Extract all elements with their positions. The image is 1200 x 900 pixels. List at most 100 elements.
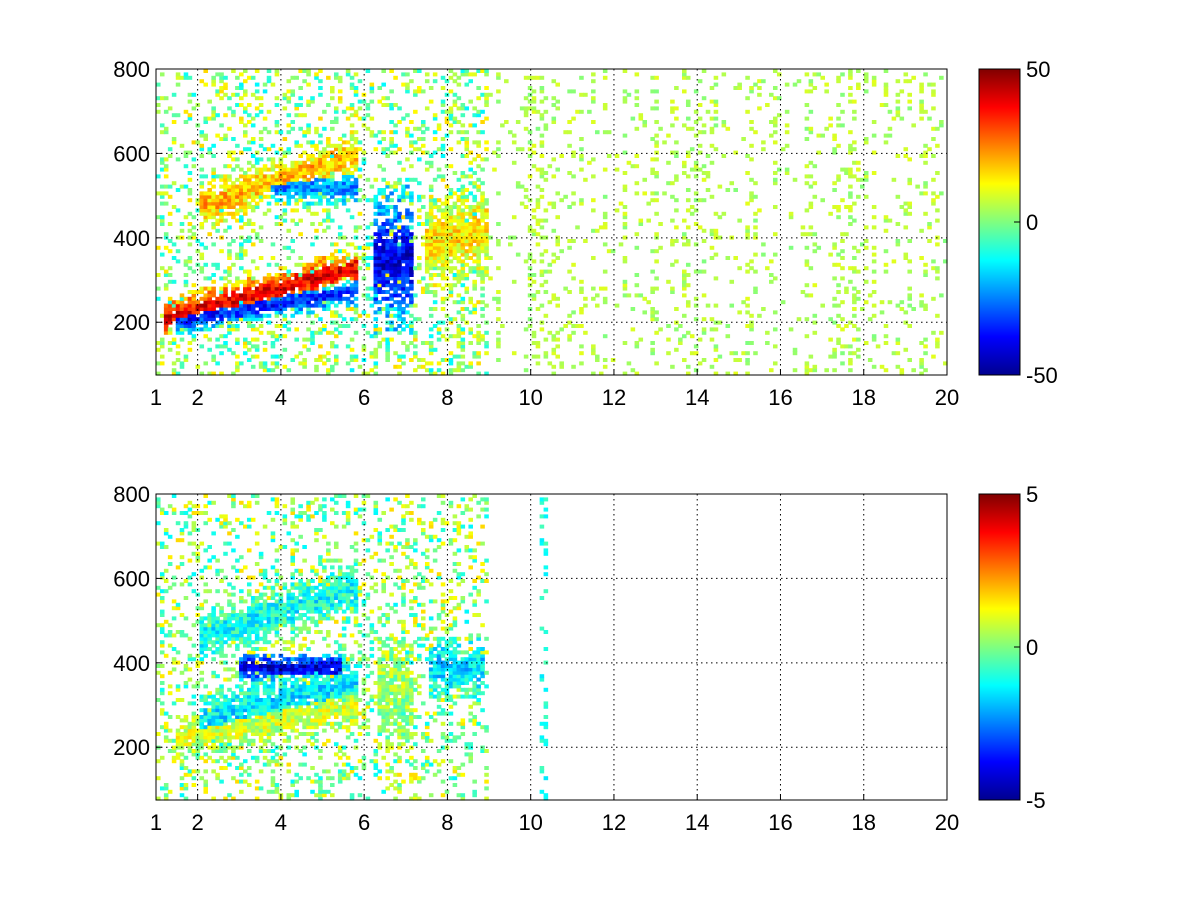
heatmap-cell — [187, 113, 193, 118]
heatmap-cell — [381, 266, 386, 271]
heatmap-cell — [377, 256, 383, 260]
heatmap-cell — [203, 504, 209, 509]
heatmap-cell — [187, 725, 193, 730]
heatmap-cell — [191, 232, 197, 237]
heatmap-cell — [235, 293, 240, 298]
heatmap-cell — [195, 320, 201, 325]
heatmap-cell — [484, 208, 489, 213]
heatmap-cell — [330, 157, 335, 162]
heatmap-cell — [219, 684, 224, 689]
heatmap-cell — [203, 201, 209, 206]
heatmap-cell — [468, 242, 473, 247]
heatmap-cell — [464, 137, 470, 141]
heatmap-cell — [254, 684, 260, 689]
heatmap-cell — [231, 592, 236, 597]
heatmap-cell — [848, 184, 853, 189]
heatmap-cell — [231, 616, 236, 621]
heatmap-cell — [191, 589, 197, 594]
heatmap-cell — [559, 361, 564, 366]
heatmap-cell — [591, 96, 596, 101]
heatmap-cell — [460, 171, 466, 175]
heatmap-cell — [697, 269, 703, 274]
heatmap-cell — [282, 188, 288, 192]
heatmap-cell — [246, 626, 252, 631]
heatmap-cell — [203, 317, 209, 322]
heatmap-cell — [701, 228, 707, 233]
heatmap-cell — [302, 283, 307, 288]
heatmap-cell — [476, 225, 481, 230]
heatmap-cell — [373, 256, 379, 260]
heatmap-cell — [286, 79, 292, 84]
heatmap-cell — [227, 616, 232, 621]
heatmap-cell — [207, 647, 212, 651]
heatmap-cell — [187, 320, 193, 325]
heatmap-cell — [808, 225, 814, 230]
heatmap-cell — [258, 103, 264, 107]
heatmap-cell — [753, 211, 758, 216]
heatmap-cell — [199, 636, 205, 641]
heatmap-cell — [440, 239, 446, 243]
heatmap-cell — [460, 239, 466, 243]
heatmap-cell — [456, 75, 462, 80]
heatmap-cell — [460, 327, 466, 332]
heatmap-cell — [286, 303, 292, 308]
heatmap-cell — [393, 181, 398, 186]
heatmap-cell — [199, 269, 205, 274]
heatmap-cell — [187, 188, 193, 192]
heatmap-cell — [326, 225, 331, 230]
heatmap-cell — [812, 72, 818, 77]
heatmap-cell — [250, 92, 256, 97]
heatmap-cell — [480, 249, 485, 254]
heatmap-cell — [871, 225, 877, 230]
heatmap-cell — [203, 262, 209, 267]
heatmap-cell — [246, 177, 252, 182]
heatmap-cell — [187, 735, 193, 740]
heatmap-cell — [270, 330, 276, 335]
heatmap-cell — [634, 126, 640, 131]
heatmap-cell — [397, 249, 402, 254]
heatmap-cell — [424, 239, 430, 243]
heatmap-cell — [539, 259, 545, 264]
heatmap-cell — [310, 310, 315, 315]
heatmap-cell — [163, 619, 169, 624]
heatmap-cell — [571, 330, 576, 335]
heatmap-cell — [246, 290, 252, 294]
heatmap-cell — [322, 266, 327, 271]
heatmap-cell — [883, 89, 889, 94]
heatmap-cell — [235, 300, 240, 305]
heatmap-cell — [258, 330, 264, 335]
heatmap-cell — [389, 324, 394, 328]
heatmap-cell — [258, 256, 264, 260]
heatmap-cell — [179, 303, 185, 308]
heatmap-cell — [476, 354, 481, 359]
heatmap-cell — [314, 75, 319, 80]
heatmap-cell — [784, 143, 790, 148]
heatmap-cell — [298, 218, 303, 223]
heatmap-cell — [219, 307, 224, 311]
heatmap-cell — [227, 205, 232, 209]
heatmap-cell — [231, 667, 236, 672]
heatmap-cell — [254, 160, 260, 165]
heatmap-cell — [420, 120, 426, 124]
heatmap-cell — [298, 164, 303, 169]
heatmap-cell — [852, 269, 857, 274]
heatmap-cell — [420, 290, 426, 294]
heatmap-cell — [294, 222, 299, 226]
heatmap-cell — [428, 86, 434, 90]
heatmap-cell — [227, 762, 232, 767]
heatmap-cell — [464, 72, 470, 77]
heatmap-cell — [187, 317, 193, 322]
heatmap-cell — [171, 616, 177, 621]
heatmap-cell — [883, 368, 889, 373]
heatmap-cell — [167, 585, 173, 590]
heatmap-cell — [848, 320, 853, 325]
heatmap-cell — [223, 290, 228, 294]
heatmap-cell — [282, 307, 288, 311]
heatmap-cell — [246, 721, 252, 726]
heatmap-cell — [389, 140, 394, 145]
heatmap-cell — [448, 320, 454, 325]
heatmap-cell — [484, 273, 489, 277]
heatmap-cell — [207, 215, 212, 220]
heatmap-cell — [231, 286, 236, 291]
heatmap-cell — [171, 667, 177, 672]
